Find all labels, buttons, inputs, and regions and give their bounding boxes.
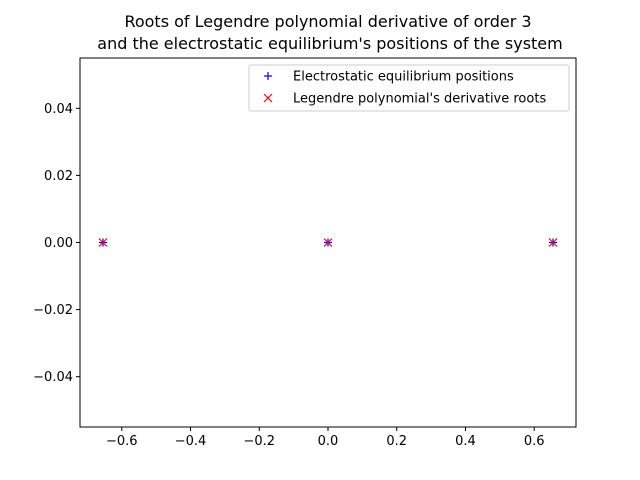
x-tick-label: 0.6 [524,434,545,449]
x-tick-label: −0.2 [243,434,275,449]
x-tick-label: 0.4 [455,434,476,449]
x-tick-label: 0.0 [318,434,339,449]
legend-marker-1 [263,93,273,103]
x-tick-label: 0.2 [386,434,407,449]
x-axis: −0.6 −0.4 −0.2 0.0 0.2 0.4 0.6 [106,427,545,449]
chart-subtitle: and the electrostatic equilibrium's posi… [97,34,562,53]
data-point-series-1 [323,238,333,247]
y-tick-label: 0.04 [44,102,73,117]
data-point-series-1 [548,238,558,247]
y-axis: 0.04 0.02 0.00 −0.02 −0.04 [33,102,80,385]
y-tick-label: 0.00 [44,236,73,251]
legend: Electrostatic equilibrium positions Legen… [248,64,570,112]
y-tick-label: 0.02 [44,169,73,184]
legend-box [248,64,570,112]
y-tick-label: −0.04 [33,370,73,385]
x-tick-label: −0.4 [175,434,207,449]
legend-marker-0 [264,72,272,80]
x-tick-label: −0.6 [106,434,138,449]
y-tick-label: −0.02 [33,303,73,318]
data-point-series-1 [98,238,108,247]
legend-label: Legendre polynomial's derivative roots [293,92,546,107]
data-markers [98,238,558,247]
chart-title: Roots of Legendre polynomial derivative … [124,12,531,31]
legend-label: Electrostatic equilibrium positions [293,70,514,85]
